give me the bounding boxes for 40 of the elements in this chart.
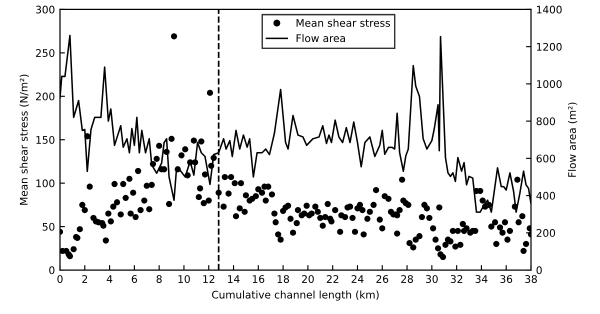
- y-tick-label: 100: [36, 179, 54, 188]
- y2-axis-title: Flow area (m²): [568, 102, 578, 177]
- x-tick-label: 8: [156, 275, 162, 283]
- x-tick-label: 0: [57, 275, 63, 283]
- y-tick-label: 200: [36, 92, 54, 100]
- y2-tick-label: 600: [536, 154, 556, 162]
- x-tick-label: 2: [82, 275, 88, 283]
- x-tick-label: 30: [426, 275, 438, 283]
- y2-tick-label: 1200: [537, 42, 562, 51]
- y-axis-title: Mean shear stress (N/m²): [20, 74, 29, 205]
- y-tick-label: 150: [36, 136, 54, 144]
- x-tick-label: 6: [132, 275, 138, 283]
- x-tick-label: 18: [278, 275, 290, 283]
- x-tick-label: 12: [203, 275, 214, 283]
- x-tick-label: 26: [376, 275, 388, 283]
- y2-tick-label: 400: [536, 192, 556, 200]
- y-tick-label: 0: [49, 266, 54, 274]
- y2-tick-label: 0: [536, 266, 542, 274]
- x-tick-label: 14: [228, 275, 240, 283]
- x-tick-label: 28: [401, 275, 413, 283]
- legend-label: Mean shear stress: [296, 18, 390, 27]
- x-tick-label: 38: [525, 275, 537, 283]
- y-tick-label: 300: [36, 6, 54, 14]
- x-tick-label: 16: [252, 275, 264, 283]
- y2-tick-label: 800: [536, 117, 556, 126]
- x-tick-label: 36: [500, 275, 512, 283]
- y2-tick-label: 1400: [537, 6, 562, 14]
- y-tick-label: 250: [36, 49, 54, 57]
- x-tick-label: 22: [326, 275, 338, 283]
- x-tick-label: 20: [302, 275, 314, 283]
- legend-label: Flow area: [296, 34, 345, 42]
- x-axis-title: Cumulative channel length (km): [212, 290, 379, 301]
- x-tick-label: 32: [450, 275, 462, 283]
- y2-tick-label: 200: [536, 229, 556, 237]
- x-tick-label: 10: [178, 275, 190, 283]
- x-tick-label: 34: [476, 275, 488, 283]
- y-tick-label: 50: [42, 222, 54, 231]
- x-tick-label: 24: [352, 275, 364, 283]
- y2-tick-label: 1000: [537, 80, 562, 88]
- x-tick-label: 4: [106, 275, 112, 283]
